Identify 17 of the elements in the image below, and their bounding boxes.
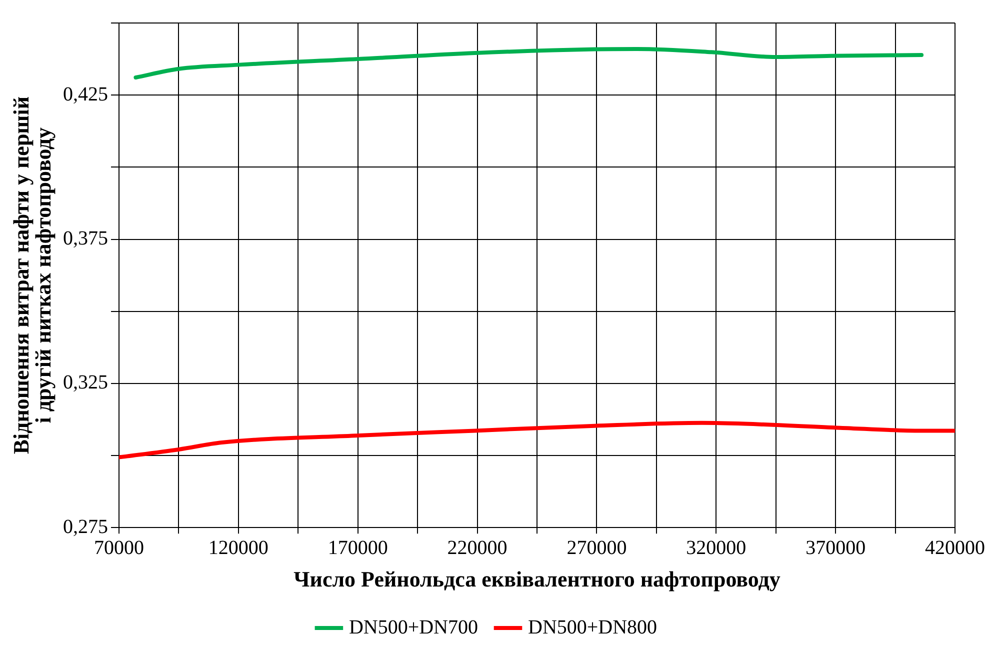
x-axis-title: Число Рейнольдса еквівалентного нафтопроводу bbox=[294, 566, 780, 592]
y-axis-title: Відношення витрат нафти у першій і другій нитках нафтопроводу bbox=[8, 96, 56, 454]
x-tick-label: 420000 bbox=[925, 536, 985, 559]
x-tick-label: 270000 bbox=[566, 536, 627, 559]
x-tick-label: 370000 bbox=[806, 536, 866, 559]
x-tick-label: 220000 bbox=[447, 536, 508, 559]
x-tick-label: 320000 bbox=[686, 536, 746, 559]
x-tick-label: 70000 bbox=[94, 536, 144, 559]
line-series bbox=[134, 46, 924, 80]
y-tick-label: 0,275 bbox=[63, 516, 108, 538]
y-tick-label: 0,425 bbox=[63, 83, 108, 106]
x-tick-label: 170000 bbox=[328, 536, 388, 559]
y-tick-label: 0,325 bbox=[63, 372, 108, 394]
legend-label: DN500+DN700 bbox=[348, 616, 478, 638]
y-tick-label: 0,375 bbox=[63, 228, 108, 250]
legend-label: DN500+DN800 bbox=[528, 616, 658, 638]
x-tick-label: 120000 bbox=[208, 536, 268, 559]
